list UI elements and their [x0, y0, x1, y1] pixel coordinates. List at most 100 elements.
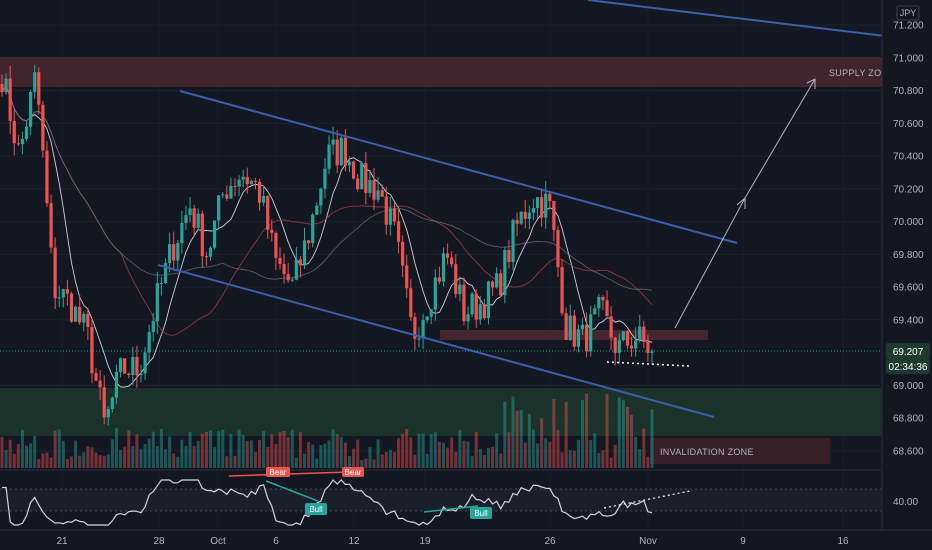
moving-averages: [1, 84, 653, 388]
projection-path-2[interactable]: [744, 78, 816, 199]
channel-lower-line[interactable]: [157, 264, 715, 418]
candle-body: [597, 296, 601, 309]
candle-body: [217, 195, 221, 221]
candle-body: [249, 180, 253, 185]
candle-body: [556, 229, 560, 268]
candle-body: [580, 324, 585, 330]
volume-bar: [159, 428, 163, 468]
candle-body: [540, 197, 544, 218]
rsi-line: [2, 479, 653, 526]
candle-body: [368, 180, 372, 193]
candle-body: [237, 179, 241, 187]
candle-body: [642, 326, 646, 342]
candle-body: [8, 78, 12, 121]
candle-body: [380, 190, 384, 197]
candle-body: [24, 126, 29, 139]
price-axis[interactable]: [882, 0, 932, 530]
rsi-bull-divergence-2: [423, 505, 479, 513]
volume-bar: [143, 444, 147, 468]
bull-tag-1-text: Bull: [309, 505, 323, 514]
candle-body: [323, 168, 327, 189]
volume-bars: [0, 393, 654, 468]
volume-bar: [221, 429, 225, 468]
volume-bar: [168, 436, 172, 468]
countdown-value: 02:34:36: [889, 362, 928, 373]
projection-path[interactable]: [674, 197, 746, 329]
volume-bar: [527, 414, 531, 468]
volume-bar: [307, 442, 311, 468]
volume-bar: [258, 439, 262, 468]
volume-bar: [356, 439, 360, 468]
candle-body: [462, 284, 466, 322]
candle-body: [147, 332, 151, 353]
candle-body: [413, 317, 417, 339]
candle-body: [118, 358, 123, 372]
volume-bar: [114, 428, 118, 468]
volume-bar: [409, 437, 413, 468]
volume-bar: [78, 455, 82, 468]
candle-body: [454, 264, 458, 295]
candle-body: [135, 356, 139, 376]
candle-body: [392, 208, 397, 222]
x-tick-label: 16: [837, 536, 849, 547]
volume-bar: [523, 442, 527, 468]
volume-bar: [634, 436, 638, 468]
volume-bar: [286, 436, 290, 468]
candle-body: [327, 144, 331, 169]
candle-body: [482, 304, 486, 319]
volume-bar: [127, 430, 131, 468]
support-dotted-line[interactable]: [606, 361, 691, 367]
candle-body: [576, 329, 581, 347]
volume-bar: [331, 429, 335, 468]
volume-bar: [585, 393, 589, 468]
volume-bar: [335, 434, 339, 468]
volume-bar: [372, 459, 376, 468]
candle-body: [572, 315, 576, 347]
candle-body: [233, 185, 237, 187]
volume-bar: [617, 397, 621, 468]
long-trend-line[interactable]: [587, 0, 886, 37]
candle-body: [61, 289, 65, 298]
volume-bar: [164, 449, 168, 468]
candle-body: [356, 178, 360, 190]
invalidation-zone-label: INVALIDATION ZONE: [660, 447, 754, 457]
candle-body: [351, 161, 356, 179]
candle-body: [123, 358, 127, 374]
volume-bar: [581, 400, 585, 468]
volume-bar: [511, 396, 515, 468]
volume-bar: [290, 429, 294, 468]
current-price-tag: 69.207 02:34:36: [886, 343, 930, 374]
volume-bar: [360, 459, 364, 468]
candle-body: [65, 289, 70, 294]
volume-bar: [642, 428, 646, 468]
volume-bar: [593, 433, 597, 468]
x-tick-label: 9: [740, 536, 746, 547]
volume-bar: [233, 455, 237, 468]
candle-body: [347, 161, 352, 166]
volume-bar: [225, 456, 229, 468]
candle-body: [613, 337, 617, 353]
candle-body: [257, 181, 262, 203]
candle-body: [168, 244, 172, 264]
candle-body: [650, 351, 654, 353]
volume-bar: [646, 456, 650, 468]
volume-bar: [630, 414, 634, 468]
volume-bar: [237, 429, 241, 468]
volume-bar: [192, 446, 196, 468]
candle-body: [417, 338, 421, 340]
channel-upper-line[interactable]: [179, 90, 738, 244]
candle-body: [584, 324, 589, 352]
candle-body: [212, 220, 217, 248]
candle-body: [376, 190, 380, 200]
volume-bar: [57, 429, 61, 468]
volume-bar: [25, 445, 29, 468]
volume-bar: [470, 456, 474, 468]
volume-bar: [450, 437, 454, 468]
x-axis-ticks: 21 28 Oct 6 12 19 26 Nov 9 16: [56, 536, 849, 547]
candle-body: [16, 143, 20, 145]
candle-body: [335, 139, 339, 166]
volume-bar: [208, 430, 212, 468]
candle-body: [441, 253, 446, 282]
candle-body: [196, 213, 200, 228]
